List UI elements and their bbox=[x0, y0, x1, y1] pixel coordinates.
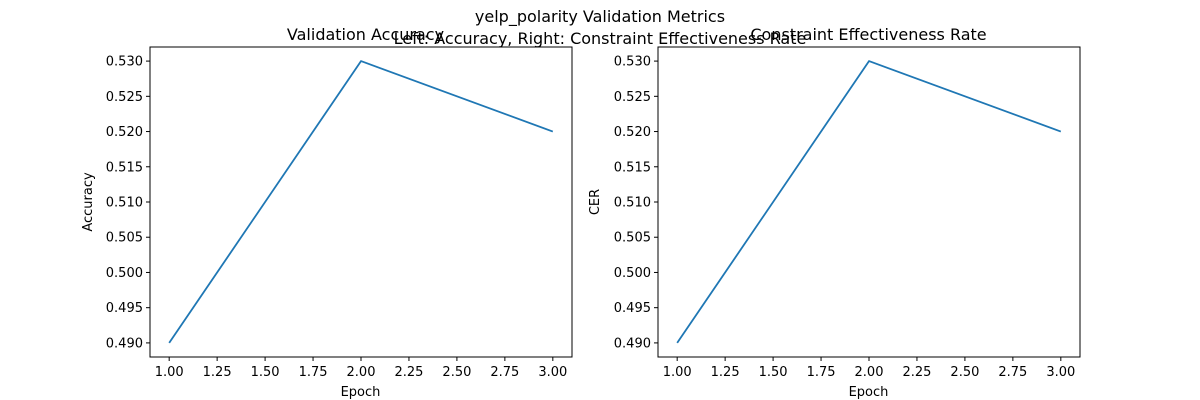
right-chart-title: Constraint Effectiveness Rate bbox=[750, 25, 986, 44]
left-chart-ytick-label: 0.495 bbox=[106, 301, 143, 316]
right-chart-xtick-label: 3.00 bbox=[1046, 365, 1075, 380]
right-chart-ytick-label: 0.520 bbox=[614, 125, 651, 140]
right-chart-ytick-label: 0.490 bbox=[614, 336, 651, 351]
left-chart-xtick-label: 2.75 bbox=[490, 365, 519, 380]
left-chart: Validation Accuracy Epoch Accuracy 1.00 1… bbox=[81, 25, 573, 400]
right-chart-xtick-label: 2.00 bbox=[855, 365, 884, 380]
left-chart-xtick-label: 1.00 bbox=[155, 365, 184, 380]
left-chart-title: Validation Accuracy bbox=[287, 25, 444, 44]
right-chart-ytick-label: 0.495 bbox=[614, 301, 651, 316]
left-chart-ytick-label: 0.500 bbox=[106, 266, 143, 281]
left-chart-ytick-label: 0.525 bbox=[106, 90, 143, 105]
left-chart-xtick-label: 2.25 bbox=[394, 365, 423, 380]
left-chart-xlabel: Epoch bbox=[341, 385, 381, 400]
right-chart: Constraint Effectiveness Rate Epoch CER … bbox=[588, 25, 1081, 400]
left-chart-xtick-label: 1.75 bbox=[299, 365, 328, 380]
left-chart-xtick-label: 2.00 bbox=[347, 365, 376, 380]
right-chart-xtick-label: 1.25 bbox=[711, 365, 740, 380]
right-chart-axes-frame bbox=[657, 46, 1081, 358]
right-chart-ytick-label: 0.525 bbox=[614, 90, 651, 105]
right-chart-ytick-label: 0.500 bbox=[614, 266, 651, 281]
figure-suptitle-line2: Left: Accuracy, Right: Constraint Effect… bbox=[394, 29, 807, 48]
left-chart-xtick-label: 1.25 bbox=[203, 365, 232, 380]
left-chart-ytick-label: 0.520 bbox=[106, 125, 143, 140]
left-chart-xtick-label: 2.50 bbox=[442, 365, 471, 380]
right-chart-xlabel: Epoch bbox=[849, 385, 889, 400]
right-chart-xtick-label: 2.50 bbox=[950, 365, 979, 380]
right-chart-ytick-label: 0.515 bbox=[614, 160, 651, 175]
left-chart-ylabel: Accuracy bbox=[81, 172, 96, 232]
left-chart-ytick-label: 0.505 bbox=[106, 231, 143, 246]
left-chart-ytick-label: 0.490 bbox=[106, 336, 143, 351]
right-chart-xtick-label: 2.75 bbox=[998, 365, 1027, 380]
left-chart-ytick-label: 0.510 bbox=[106, 196, 143, 211]
left-chart-ytick-label: 0.515 bbox=[106, 160, 143, 175]
right-chart-series-line bbox=[676, 60, 1062, 344]
right-chart-ylabel: CER bbox=[588, 189, 603, 215]
right-chart-xtick-label: 1.50 bbox=[759, 365, 788, 380]
right-chart-xtick-label: 2.25 bbox=[902, 365, 931, 380]
figure-suptitle-line1: yelp_polarity Validation Metrics bbox=[475, 7, 725, 27]
left-chart-xtick-label: 1.50 bbox=[251, 365, 280, 380]
right-chart-ytick-label: 0.510 bbox=[614, 196, 651, 211]
left-chart-axes-frame bbox=[149, 46, 573, 358]
left-chart-series-line bbox=[168, 60, 554, 344]
right-chart-ytick-label: 0.505 bbox=[614, 231, 651, 246]
right-chart-xtick-label: 1.75 bbox=[807, 365, 836, 380]
right-chart-xtick-label: 1.00 bbox=[663, 365, 692, 380]
left-chart-xtick-label: 3.00 bbox=[538, 365, 567, 380]
right-chart-ytick-label: 0.530 bbox=[614, 55, 651, 70]
left-chart-ytick-label: 0.530 bbox=[106, 55, 143, 70]
